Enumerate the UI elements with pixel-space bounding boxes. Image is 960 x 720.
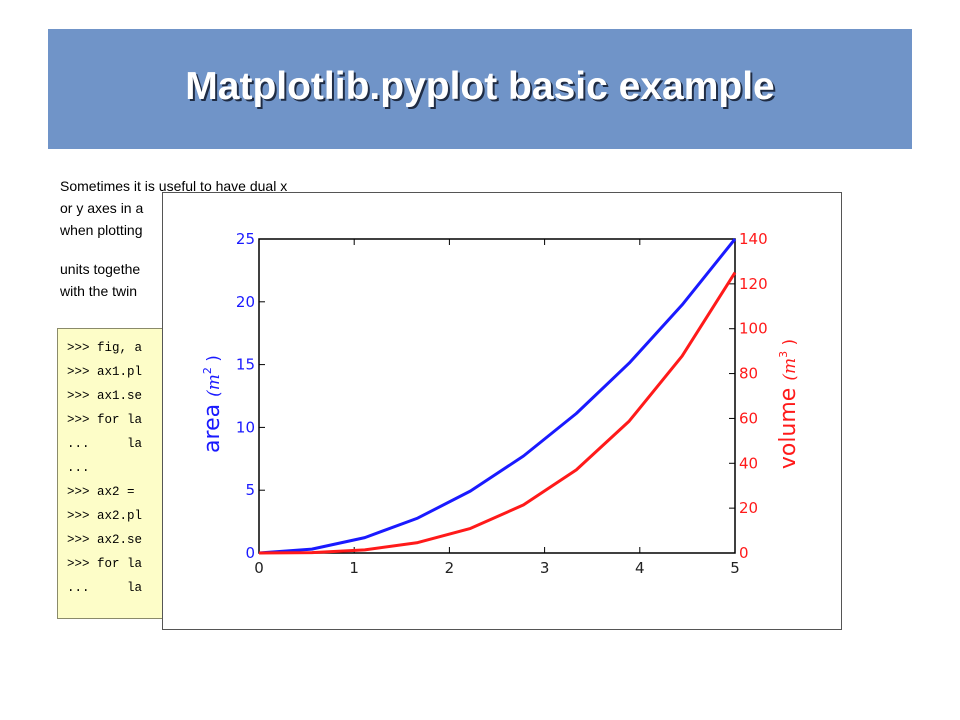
x-tick-label: 3: [540, 559, 550, 577]
intro-paragraph: Sometimes it is useful to have dual x or…: [60, 175, 390, 241]
right-y-axis-label-unit-exponent: 3: [777, 351, 790, 358]
code-line: >>> ax2.se: [67, 533, 143, 547]
second-line-2: with the twin: [60, 283, 138, 299]
code-line: ...: [67, 461, 90, 475]
volume-series-line: [258, 271, 737, 555]
right-y-axis-label-unit: (m: [780, 358, 800, 381]
code-line: >>> ax1.se: [67, 389, 143, 403]
code-line: >>> for la: [67, 413, 143, 427]
second-paragraph: units togethe with the twin: [60, 258, 390, 302]
code-line: ... la: [67, 437, 143, 451]
slide-title: Matplotlib.pyplot basic example: [185, 65, 775, 108]
code-line: >>> ax2 =: [67, 485, 135, 499]
right-y-tick-label: 40: [739, 454, 758, 472]
area-series-line: [258, 238, 737, 555]
left-y-axis-label-text: area: [200, 397, 225, 453]
left-y-axis-label-unit-exponent: 2: [201, 367, 214, 374]
left-y-tick-label: 25: [236, 230, 255, 248]
left-y-tick-label: 20: [236, 293, 255, 311]
left-y-axis-label-unit-close: ): [204, 355, 224, 367]
code-line: >>> ax1.pl: [67, 365, 143, 379]
left-y-axis-label-unit: (m: [204, 374, 224, 397]
x-tick-label: 4: [635, 559, 645, 577]
intro-line-1: Sometimes it is useful to have dual x: [60, 178, 288, 194]
x-tick-label: 5: [730, 559, 740, 577]
code-line: >>> ax2.pl: [67, 509, 143, 523]
chart-figure: 0 1 2 3 4 5 0 5 10 15 20 25 0 20 40 60 80 100 120 140 area (…: [162, 192, 842, 630]
code-line: >>> fig, a: [67, 341, 143, 355]
code-line: ... la: [67, 581, 143, 595]
right-y-tick-label: 80: [739, 365, 758, 383]
left-y-tick-label: 10: [236, 418, 255, 436]
left-y-tick-label: 0: [245, 544, 255, 562]
x-tick-label: 2: [445, 559, 455, 577]
right-y-tick-label: 0: [739, 544, 749, 562]
intro-line-3: when plotting: [60, 222, 143, 238]
x-tick-label: 1: [349, 559, 359, 577]
right-y-axis-label: volume (m3 ): [776, 339, 801, 469]
right-y-tick-label: 100: [739, 320, 768, 338]
right-y-tick-label: 60: [739, 409, 758, 427]
title-banner: Matplotlib.pyplot basic example: [48, 29, 912, 149]
right-y-tick-label: 120: [739, 275, 768, 293]
code-line: >>> for la: [67, 557, 143, 571]
left-y-axis-label: area (m2 ): [200, 355, 225, 453]
second-line-1: units togethe: [60, 261, 141, 277]
right-y-axis-label-unit-close: ): [780, 339, 800, 351]
intro-line-2: or y axes in a: [60, 200, 144, 216]
left-y-tick-label: 15: [236, 356, 255, 374]
right-y-tick-label: 140: [739, 230, 768, 248]
right-y-axis-label-text: volume: [776, 381, 801, 470]
right-y-tick-label: 20: [739, 499, 758, 517]
x-tick-label: 0: [254, 559, 264, 577]
plot-frame: [258, 238, 736, 554]
left-y-tick-label: 5: [245, 481, 255, 499]
